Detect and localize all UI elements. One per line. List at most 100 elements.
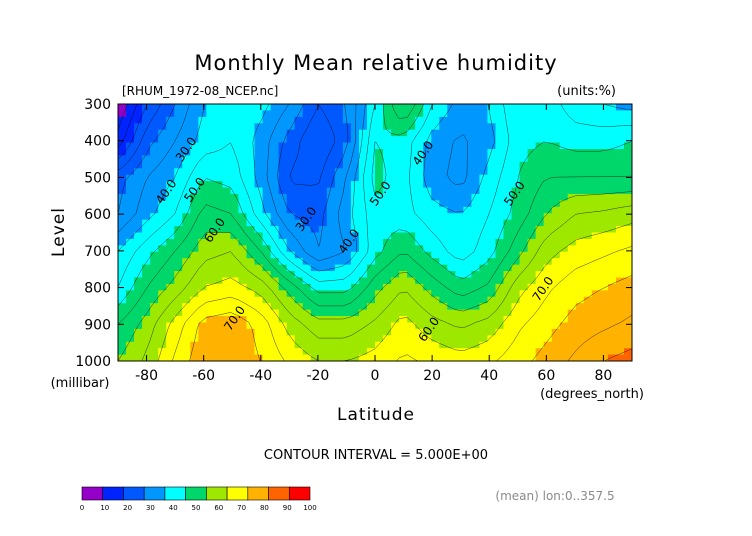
contour-fill-cell: [142, 181, 151, 189]
contour-fill-cell: [190, 213, 199, 221]
contour-fill-cell: [198, 123, 207, 131]
contour-fill-cell: [182, 283, 191, 291]
contour-fill-cell: [399, 316, 408, 324]
contour-fill-cell: [407, 136, 416, 144]
contour-fill-cell: [391, 104, 400, 112]
contour-fill-cell: [543, 251, 553, 259]
contour-fill-cell: [278, 335, 288, 343]
contour-fill-cell: [126, 161, 135, 169]
contour-fill-cell: [230, 181, 240, 189]
contour-fill-cell: [407, 303, 416, 311]
contour-fill-cell: [375, 155, 384, 163]
contour-fill-cell: [543, 232, 553, 240]
contour-fill-cell: [575, 303, 585, 311]
contour-fill-cell: [471, 309, 481, 317]
contour-fill-cell: [551, 148, 561, 156]
contour-fill-cell: [455, 213, 464, 221]
contour-fill-cell: [222, 283, 232, 291]
contour-fill-cell: [375, 123, 384, 131]
contour-fill-cell: [439, 258, 448, 266]
contour-fill-cell: [254, 181, 264, 189]
contour-fill-cell: [222, 200, 232, 208]
contour-fill-cell: [519, 354, 529, 361]
contour-fill-cell: [342, 245, 352, 253]
contour-fill-cell: [511, 174, 521, 182]
contour-fill-cell: [150, 174, 159, 182]
contour-fill-cell: [222, 258, 232, 266]
contour-fill-cell: [607, 303, 617, 311]
contour-fill-cell: [399, 155, 408, 163]
contour-fill-cell: [182, 142, 191, 150]
contour-fill-cell: [150, 226, 159, 234]
contour-fill-cell: [399, 328, 408, 336]
contour-fill-cell: [439, 148, 448, 156]
contour-fill-cell: [479, 341, 489, 349]
contour-fill-cell: [254, 232, 264, 240]
contour-fill-cell: [294, 219, 304, 227]
contour-fill-cell: [623, 226, 632, 234]
contour-fill-cell: [535, 181, 545, 189]
contour-fill-cell: [270, 193, 280, 201]
contour-fill-cell: [399, 174, 408, 182]
contour-fill-cell: [350, 271, 360, 279]
contour-fill-cell: [415, 283, 424, 291]
contour-fill-cell: [543, 104, 553, 112]
contour-fill-cell: [527, 116, 537, 124]
contour-fill-cell: [527, 277, 537, 285]
contour-fill-cell: [150, 161, 159, 169]
contour-fill-cell: [463, 341, 472, 349]
contour-fill-cell: [543, 264, 553, 272]
contour-fill-cell: [383, 110, 392, 118]
contour-fill-cell: [246, 136, 256, 144]
contour-fill-cell: [190, 290, 199, 298]
contour-fill-cell: [118, 142, 127, 150]
contour-fill-cell: [134, 123, 143, 131]
contour-fill-cell: [423, 187, 432, 195]
contour-fill-cell: [447, 200, 456, 208]
contour-fill-cell: [238, 251, 248, 259]
contour-fill-cell: [559, 251, 569, 259]
contour-fill-cell: [142, 148, 151, 156]
contour-fill-cell: [246, 142, 256, 150]
contour-fill-cell: [383, 168, 392, 176]
contour-fill-cell: [431, 193, 440, 201]
contour-fill-cell: [262, 123, 272, 131]
contour-fill-cell: [358, 136, 368, 144]
contour-fill-cell: [318, 174, 328, 182]
contour-fill-cell: [238, 187, 248, 195]
contour-fill-cell: [310, 200, 320, 208]
contour-fill-cell: [583, 219, 593, 227]
contour-fill-cell: [599, 341, 609, 349]
contour-fill-cell: [463, 155, 472, 163]
contour-fill-cell: [575, 341, 585, 349]
contour-fill-cell: [150, 277, 159, 285]
contour-fill-cell: [423, 226, 432, 234]
contour-fill-cell: [439, 322, 448, 330]
contour-fill-cell: [615, 110, 625, 118]
contour-fill-cell: [206, 116, 215, 124]
contour-fill-cell: [535, 283, 545, 291]
contour-fill-cell: [206, 161, 215, 169]
contour-fill-cell: [118, 187, 127, 195]
contour-fill-cell: [415, 110, 424, 118]
contour-fill-cell: [567, 110, 577, 118]
contour-fill-cell: [270, 283, 280, 291]
contour-fill-cell: [415, 116, 424, 124]
contour-fill-cell: [447, 264, 456, 272]
contour-fill-cell: [527, 354, 537, 361]
contour-fill-cell: [503, 123, 513, 131]
contour-fill-cell: [334, 181, 344, 189]
contour-fill-cell: [262, 213, 272, 221]
contour-fill-cell: [623, 181, 632, 189]
contour-fill-cell: [407, 155, 416, 163]
contour-fill-cell: [583, 264, 593, 272]
contour-fill-cell: [326, 200, 336, 208]
contour-fill-cell: [511, 264, 521, 272]
contour-fill-cell: [342, 181, 352, 189]
contour-fill-cell: [431, 316, 440, 324]
contour-fill-cell: [527, 296, 537, 304]
contour-fill-cell: [591, 277, 601, 285]
contour-fill-cell: [198, 258, 207, 266]
contour-fill-cell: [383, 200, 392, 208]
contour-fill-cell: [158, 226, 167, 234]
